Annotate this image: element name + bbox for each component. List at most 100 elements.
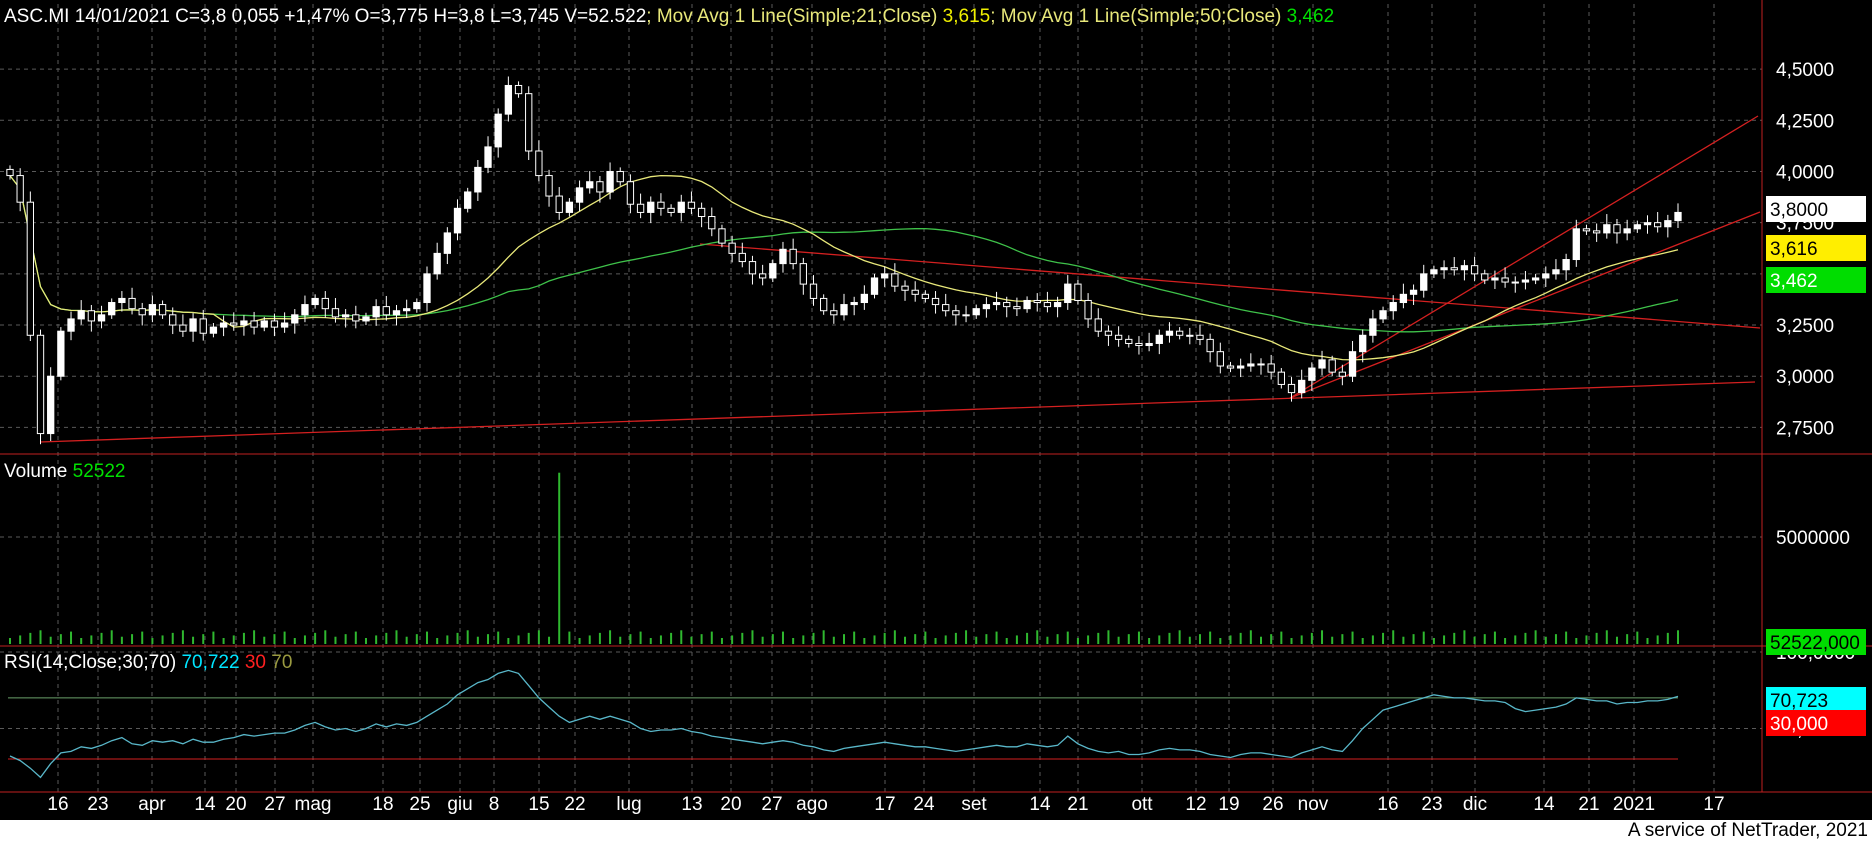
volume-bar	[802, 635, 805, 644]
candle-body	[1318, 359, 1326, 369]
candle-body	[1674, 211, 1682, 222]
candle-body	[403, 308, 411, 312]
volume-bar	[426, 631, 428, 644]
volume-bar	[1249, 630, 1252, 644]
candle-body	[748, 261, 757, 275]
volume-bar	[1677, 630, 1679, 644]
volume-bar	[954, 632, 957, 644]
price-tick-label: 4,5000	[1776, 60, 1834, 81]
candle-body	[952, 310, 960, 316]
ma21-badge: 3,616	[1770, 239, 1818, 260]
candle-body	[1084, 299, 1092, 320]
candle-body	[1338, 371, 1347, 377]
rsi-header: RSI(14;Close;30;70) 70,722 30 70	[4, 652, 292, 674]
volume-bar	[29, 632, 32, 644]
candle-body	[1623, 228, 1631, 234]
x-tick-label: 16	[1377, 794, 1398, 815]
volume-bar	[283, 631, 286, 644]
candle-body	[586, 181, 594, 189]
volume-bar	[934, 638, 937, 644]
volume-bar	[385, 632, 388, 644]
x-tick-label: ago	[796, 794, 828, 815]
candle-body	[1196, 334, 1204, 340]
candle-body	[1348, 351, 1357, 377]
volume-bar	[59, 634, 62, 644]
volume-bar	[1626, 634, 1629, 644]
volume-bar	[649, 638, 652, 644]
volume-bar	[497, 631, 500, 644]
candle-body	[1481, 273, 1489, 281]
volume-bar	[812, 632, 815, 644]
candle-body	[1064, 283, 1072, 304]
trendlines	[39, 115, 1761, 443]
candle-body	[433, 252, 441, 275]
candle-body	[1175, 330, 1184, 336]
candle-body	[1491, 277, 1499, 281]
volume-bar	[1148, 638, 1151, 644]
candle-body	[738, 252, 746, 263]
candle-body	[1165, 330, 1174, 336]
volume-bar	[629, 634, 632, 644]
x-tick-label: 27	[761, 794, 782, 815]
volume-bar	[944, 635, 947, 644]
volume-bar	[100, 632, 103, 644]
x-axis-labels: 16 23 apr 14 20 27 mag 18 25 giu 8 15 22 lug 13 20 27 ago…	[47, 794, 1724, 815]
x-tick-label: 21	[1067, 794, 1088, 815]
volume-bar	[619, 636, 622, 644]
footer-credit: A service of NetTrader, 2021	[1627, 820, 1868, 841]
volume-bar	[883, 632, 886, 644]
candle-body	[992, 302, 1001, 306]
candle-body	[1552, 269, 1560, 275]
rsi-label: RSI(14;Close;30;70)	[4, 652, 177, 673]
ma21-legend: ; Mov Avg 1 Line(Simple;21;Close)	[646, 6, 938, 27]
candle-body	[1216, 351, 1224, 367]
volume-bar	[1646, 638, 1649, 644]
candle-body	[1247, 363, 1255, 367]
candle-body	[1237, 365, 1245, 369]
volume-bar	[1443, 635, 1446, 644]
volume-bar	[1595, 632, 1598, 644]
volume-bar	[1260, 636, 1262, 644]
volume-bar	[1331, 636, 1334, 644]
volume-bar	[1137, 631, 1140, 644]
volume-bar	[1107, 630, 1110, 644]
volume-bar	[120, 636, 123, 644]
volume-bar	[1341, 634, 1344, 644]
volume-bar	[19, 635, 22, 644]
x-tick-label: 17	[1703, 794, 1724, 815]
price-tick-label: 4,2500	[1776, 111, 1834, 132]
rsi-badge-box	[1766, 687, 1866, 713]
candle-body	[1074, 283, 1082, 301]
volume-bar	[1554, 634, 1557, 644]
candle-body	[1226, 365, 1235, 369]
volume-bar	[639, 631, 642, 644]
x-tick-label: 20	[720, 794, 741, 815]
volume-bar	[1209, 631, 1212, 644]
candle-body	[758, 273, 767, 279]
candle-body	[1460, 265, 1469, 271]
volume-bar	[965, 630, 968, 644]
candle-body	[799, 263, 807, 285]
candle-body	[1003, 302, 1011, 308]
volume-bar	[466, 630, 469, 644]
x-tick-label: 23	[87, 794, 108, 815]
volume-bar	[39, 630, 42, 644]
x-tick-label: mag	[295, 794, 332, 815]
candle-body	[972, 308, 980, 316]
volume-bar	[131, 634, 134, 644]
ma21-line	[9, 174, 1679, 361]
candle-body	[1114, 334, 1123, 340]
x-tick-label: 18	[372, 794, 393, 815]
volume-bar	[558, 472, 561, 644]
volume-bar	[1412, 634, 1415, 644]
candle-body	[1277, 371, 1285, 385]
volume-bar	[1310, 632, 1313, 644]
volume-bar	[1534, 630, 1537, 644]
volume-bar	[1188, 636, 1191, 644]
candle-body	[1379, 310, 1387, 320]
ma50-legend-value: 3,462	[1286, 6, 1335, 27]
volume-bar	[364, 638, 367, 644]
volume-bar	[242, 632, 245, 644]
volume-bar	[1127, 634, 1130, 644]
candle-body	[179, 324, 187, 332]
